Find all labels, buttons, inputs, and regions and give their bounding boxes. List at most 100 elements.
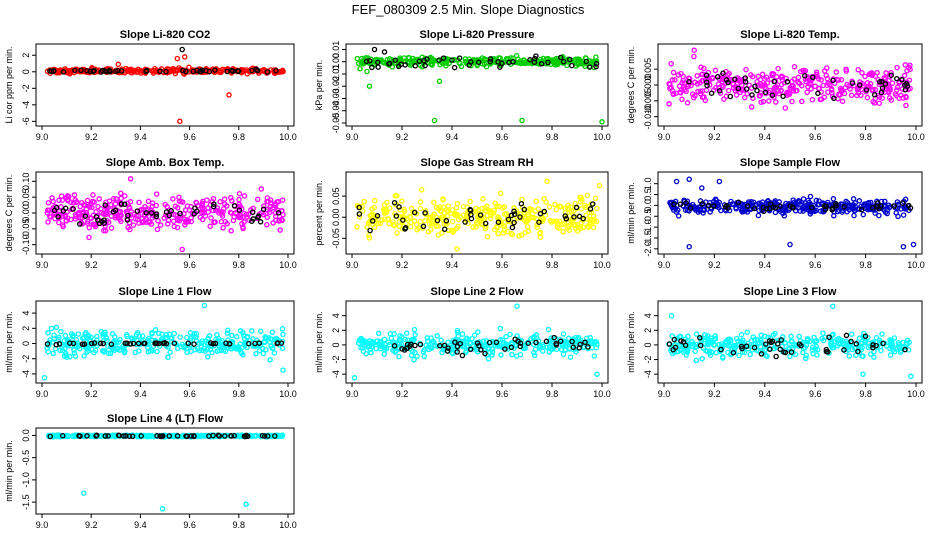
data-point: [190, 68, 197, 75]
data-point: [208, 215, 214, 221]
y-tick-label: -0.010: [643, 104, 653, 130]
data-point: [789, 204, 796, 210]
data-point: [848, 338, 854, 345]
y-tick-label: 0.0: [643, 199, 653, 212]
x-tick-label: 10.0: [593, 260, 611, 270]
data-point: [391, 199, 398, 206]
series-means: [671, 199, 914, 215]
data-point: [497, 325, 504, 332]
data-point: [275, 198, 282, 205]
data-point: [279, 217, 285, 224]
data-point: [90, 192, 96, 198]
data-point: [475, 329, 481, 335]
series-means: [44, 340, 285, 348]
x-tick-label: 9.8: [233, 389, 246, 399]
data-point: [825, 349, 831, 355]
data-point: [171, 330, 177, 337]
data-point: [142, 203, 148, 210]
data-point: [425, 338, 431, 344]
data-point: [455, 333, 461, 339]
data-point: [163, 331, 170, 338]
data-point: [851, 212, 857, 219]
plot-frame: [35, 300, 295, 384]
data-point: [63, 350, 69, 357]
data-point: [872, 87, 879, 93]
data-point: [725, 87, 732, 94]
y-tick-label: 2: [643, 328, 653, 333]
data-point: [685, 346, 691, 353]
data-point: [744, 329, 750, 335]
data-point: [102, 348, 108, 354]
data-point: [671, 336, 678, 343]
data-point: [388, 335, 395, 341]
x-tick-label: 10.0: [907, 260, 925, 270]
data-point: [100, 331, 106, 337]
data-point: [102, 223, 108, 229]
data-point: [515, 338, 521, 344]
data-point: [368, 212, 375, 219]
data-point: [540, 55, 547, 62]
data-point: [569, 336, 576, 343]
data-point: [532, 346, 539, 353]
data-point: [527, 57, 533, 63]
data-point: [84, 197, 91, 204]
data-point: [766, 98, 772, 104]
data-point: [168, 67, 174, 74]
data-point: [367, 58, 373, 64]
data-point: [193, 334, 199, 340]
data-point: [710, 203, 717, 209]
data-point: [899, 200, 906, 206]
data-point: [858, 340, 864, 346]
data-point: [480, 196, 486, 202]
data-point: [534, 224, 540, 230]
data-point: [671, 201, 677, 208]
data-point: [543, 338, 550, 345]
data-point: [521, 206, 528, 213]
y-tick-label: -4: [643, 370, 653, 378]
data-point: [826, 334, 832, 340]
data-point: [52, 211, 58, 217]
data-point: [672, 77, 678, 83]
data-point: [257, 343, 264, 349]
x-tick-label: 9.4: [134, 132, 147, 142]
data-point: [267, 357, 273, 363]
data-point: [705, 203, 712, 209]
data-point: [165, 354, 171, 361]
data-point: [727, 338, 734, 344]
data-point: [795, 74, 802, 81]
data-point: [898, 206, 904, 212]
y-tick-label: 4: [21, 311, 31, 316]
data-point: [587, 220, 594, 226]
x-tick-label: 9.0: [658, 389, 671, 399]
data-point: [558, 203, 564, 210]
data-point: [216, 347, 222, 354]
data-point: [454, 246, 460, 252]
data-point: [444, 348, 451, 354]
data-point: [223, 340, 229, 346]
y-tick-label: 4: [331, 313, 341, 318]
data-point: [867, 84, 873, 90]
y-tick-label: 0: [331, 342, 341, 347]
data-point: [173, 67, 180, 73]
panel-1: Slope Li-820 CO2 9.0 9.2 9.4 9.6 9.8 10.0 -6 -4 -…: [4, 29, 297, 142]
data-point: [694, 73, 700, 79]
data-point: [513, 353, 520, 359]
data-point: [859, 70, 865, 76]
data-point: [509, 231, 516, 238]
data-point: [561, 220, 568, 227]
data-point: [168, 208, 174, 214]
y-tick-label: 2: [21, 53, 31, 58]
data-point: [668, 312, 675, 319]
data-point: [436, 78, 443, 85]
x-tick-label: 9.4: [759, 389, 772, 399]
data-point: [467, 198, 473, 205]
data-point: [585, 344, 591, 350]
data-point: [712, 85, 719, 91]
data-point: [378, 343, 384, 350]
x-tick-label: 9.8: [546, 132, 559, 142]
data-point: [775, 88, 781, 94]
data-point: [274, 340, 280, 347]
data-point: [253, 350, 259, 357]
data-point: [177, 118, 183, 125]
data-point: [462, 219, 468, 225]
